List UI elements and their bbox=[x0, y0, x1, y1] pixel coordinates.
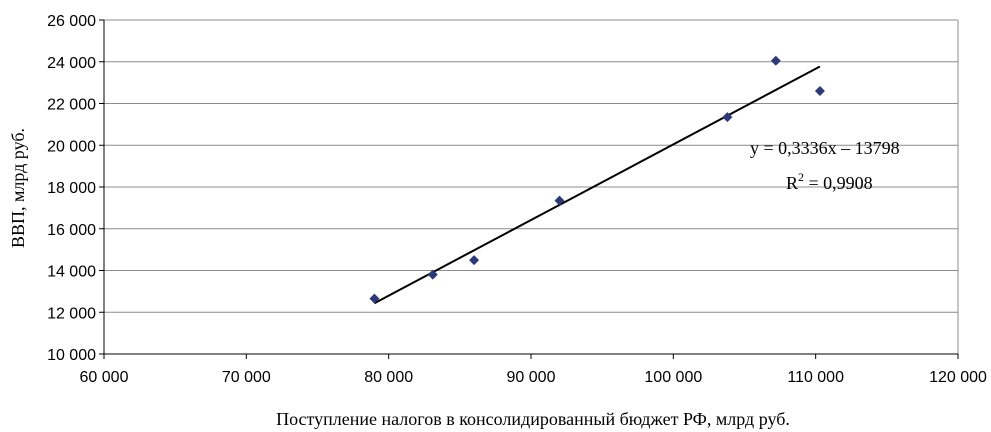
data-points bbox=[369, 55, 825, 304]
tick-labels: 10 000 12 000 14 000 16 000 18 000 20 000 22 0… bbox=[47, 13, 987, 386]
data-point bbox=[554, 195, 565, 206]
trendline-equation: y = 0,3336x – 13798 bbox=[750, 138, 900, 158]
data-point bbox=[469, 255, 480, 266]
x-tick-label: 120 000 bbox=[929, 369, 987, 386]
data-point bbox=[722, 112, 733, 123]
y-tick-label: 12 000 bbox=[47, 305, 96, 322]
x-tick-label: 70 000 bbox=[222, 369, 271, 386]
y-axis-label: ВВП, млрд руб. bbox=[8, 128, 28, 248]
y-tick-label: 22 000 bbox=[47, 97, 96, 114]
x-tick-label: 60 000 bbox=[80, 369, 129, 386]
y-tick-label: 18 000 bbox=[47, 180, 96, 197]
y-tick-label: 20 000 bbox=[47, 138, 96, 155]
x-tick-label: 100 000 bbox=[644, 369, 702, 386]
y-tick-label: 24 000 bbox=[47, 55, 96, 72]
data-point bbox=[369, 293, 380, 304]
data-point bbox=[427, 269, 438, 280]
x-tick-label: 110 000 bbox=[787, 369, 844, 386]
x-tick-label: 80 000 bbox=[364, 369, 413, 386]
x-tick-label: 90 000 bbox=[507, 369, 556, 386]
x-axis-label: Поступление налогов в консолидированный … bbox=[276, 409, 790, 429]
r-squared-prefix: R bbox=[786, 173, 798, 193]
r-squared-annotation: R2 = 0,9908 bbox=[786, 170, 873, 193]
trendline-layer bbox=[373, 65, 821, 305]
y-tick-label: 26 000 bbox=[47, 13, 96, 30]
y-tick-label: 10 000 bbox=[47, 347, 96, 364]
gridlines bbox=[104, 19, 959, 354]
r-squared-superscript: 2 bbox=[798, 170, 804, 184]
data-point bbox=[770, 55, 781, 66]
axes bbox=[99, 19, 959, 359]
r-squared-value: = 0,9908 bbox=[804, 173, 873, 193]
y-tick-label: 14 000 bbox=[47, 264, 96, 281]
data-point bbox=[814, 85, 825, 96]
trendline bbox=[373, 65, 821, 305]
y-tick-label: 16 000 bbox=[47, 222, 96, 239]
